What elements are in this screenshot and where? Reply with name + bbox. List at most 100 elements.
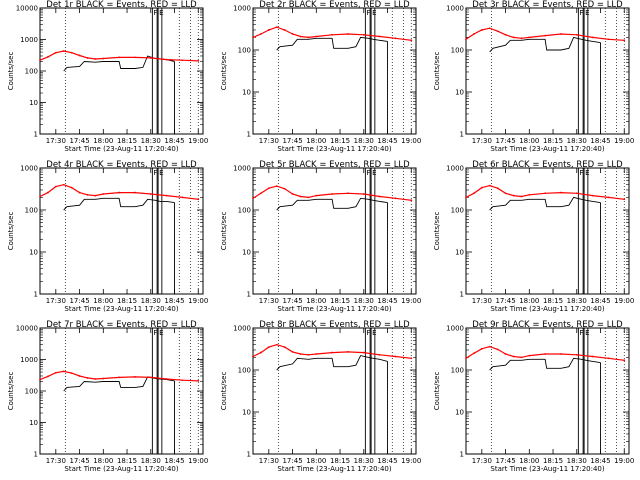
x-tick-label: 18:15 [117, 457, 137, 465]
x-axis-label: Start Time (23-Aug-11 17:20:40) [64, 465, 178, 473]
x-tick-label: 17:30 [46, 457, 66, 465]
y-tick-label: 1 [34, 131, 38, 139]
lld-point [410, 39, 413, 42]
lld-point [378, 195, 381, 198]
panel-title: Det 1r BLACK = Events, RED = LLD [46, 0, 197, 10]
flag-label-f: F [579, 9, 583, 17]
x-tick-label: 18:45 [164, 457, 184, 465]
lld-point [149, 57, 152, 59]
lld-point [496, 30, 499, 33]
lld-point [504, 192, 507, 195]
lld-point [181, 379, 184, 382]
lld-point [362, 193, 365, 195]
plot-frame [39, 167, 204, 295]
lld-point [39, 195, 41, 198]
lld-point [528, 354, 531, 357]
lld-point [252, 197, 254, 200]
x-tick-label: 18:45 [377, 297, 397, 305]
y-tick-label: 10 [455, 89, 464, 97]
flag-label-e: E [372, 169, 376, 177]
flag-box-e [157, 167, 163, 295]
x-tick-label: 18:30 [354, 297, 374, 305]
flag-box-e [370, 327, 376, 455]
lld-point [78, 375, 81, 377]
lld-point [252, 36, 254, 39]
lld-point [54, 185, 57, 188]
lld-point [118, 56, 121, 59]
y-tick-label: 1000 [446, 165, 464, 173]
x-tick-label: 19:00 [614, 297, 634, 305]
flag-label-f: F [366, 9, 370, 17]
lld-point [70, 372, 73, 375]
y-tick-label: 10 [242, 409, 251, 417]
detector-panel-4: Det 4r BLACK = Events, RED = LLD 1 10 100 10… [7, 160, 208, 313]
lld-point [291, 193, 294, 195]
detector-panel-9: Det 9r BLACK = Events, RED = LLD 1 10 100 10… [433, 320, 634, 473]
flag-box-f [577, 7, 584, 135]
x-tick-label: 19:00 [401, 297, 421, 305]
lld-point [118, 376, 121, 379]
flag-box-e [370, 7, 376, 135]
x-tick-label: 18:30 [141, 137, 161, 145]
plot-frame [39, 327, 204, 455]
lld-point [275, 26, 278, 29]
panel-title: Det 4r BLACK = Events, RED = LLD [46, 160, 197, 170]
x-tick-label: 18:30 [567, 297, 587, 305]
x-tick-label: 18:30 [567, 457, 587, 465]
y-tick-label: 100 [451, 367, 464, 375]
lld-point [347, 192, 349, 195]
flag-label-e: E [585, 9, 589, 17]
x-tick-label: 17:45 [69, 297, 89, 305]
lld-point [78, 54, 81, 57]
x-tick-label: 18:30 [141, 457, 161, 465]
flag-box-f [577, 327, 584, 455]
x-tick-label: 18:15 [117, 297, 137, 305]
flag-box-e [583, 327, 589, 455]
x-axis-label: Start Time (23-Aug-11 17:20:40) [490, 465, 604, 473]
x-axis-label: Start Time (23-Aug-11 17:20:40) [490, 305, 604, 313]
y-tick-label: 10 [455, 249, 464, 257]
lld-point [307, 36, 310, 39]
lld-point [315, 194, 318, 197]
flag-box-f [151, 7, 158, 135]
lld-point [315, 353, 318, 355]
lld-point [94, 194, 97, 197]
flag-box-e [583, 7, 589, 135]
detector-panel-6: Det 6r BLACK = Events, RED = LLD 1 10 100 10… [433, 160, 634, 313]
x-tick-label: 18:15 [330, 137, 350, 145]
x-tick-label: 19:00 [401, 457, 421, 465]
lld-series-line [39, 370, 199, 382]
x-tick-label: 18:45 [590, 297, 610, 305]
lld-point [575, 192, 578, 195]
lld-point [267, 346, 270, 349]
x-tick-label: 19:00 [614, 137, 634, 145]
lld-point [591, 194, 594, 197]
lld-point [307, 196, 310, 199]
lld-point [331, 193, 334, 195]
lld-point [70, 186, 73, 189]
lld-series-line [252, 344, 412, 359]
lld-point [94, 58, 97, 60]
x-axis-label: Start Time (23-Aug-11 17:20:40) [277, 305, 391, 313]
x-tick-label: 17:45 [69, 457, 89, 465]
flag-label-e: E [159, 9, 163, 17]
lld-point [62, 50, 65, 52]
y-tick-label: 10 [29, 99, 38, 107]
events-series-line [276, 355, 388, 371]
lld-point [331, 351, 334, 354]
lld-point [378, 353, 381, 356]
x-tick-label: 18:00 [306, 137, 326, 145]
lld-point [480, 29, 483, 31]
y-tick-label: 10 [29, 249, 38, 257]
x-axis-label: Start Time (23-Aug-11 17:20:40) [277, 465, 391, 473]
lld-point [260, 33, 262, 35]
lld-point [283, 187, 286, 190]
events-series-line [63, 376, 175, 392]
lld-point [134, 56, 136, 59]
y-tick-label: 10 [29, 419, 38, 427]
lld-point [86, 193, 89, 196]
lld-point [54, 51, 57, 54]
lld-point [465, 357, 467, 360]
lld-point [197, 59, 200, 62]
x-tick-label: 18:30 [567, 137, 587, 145]
